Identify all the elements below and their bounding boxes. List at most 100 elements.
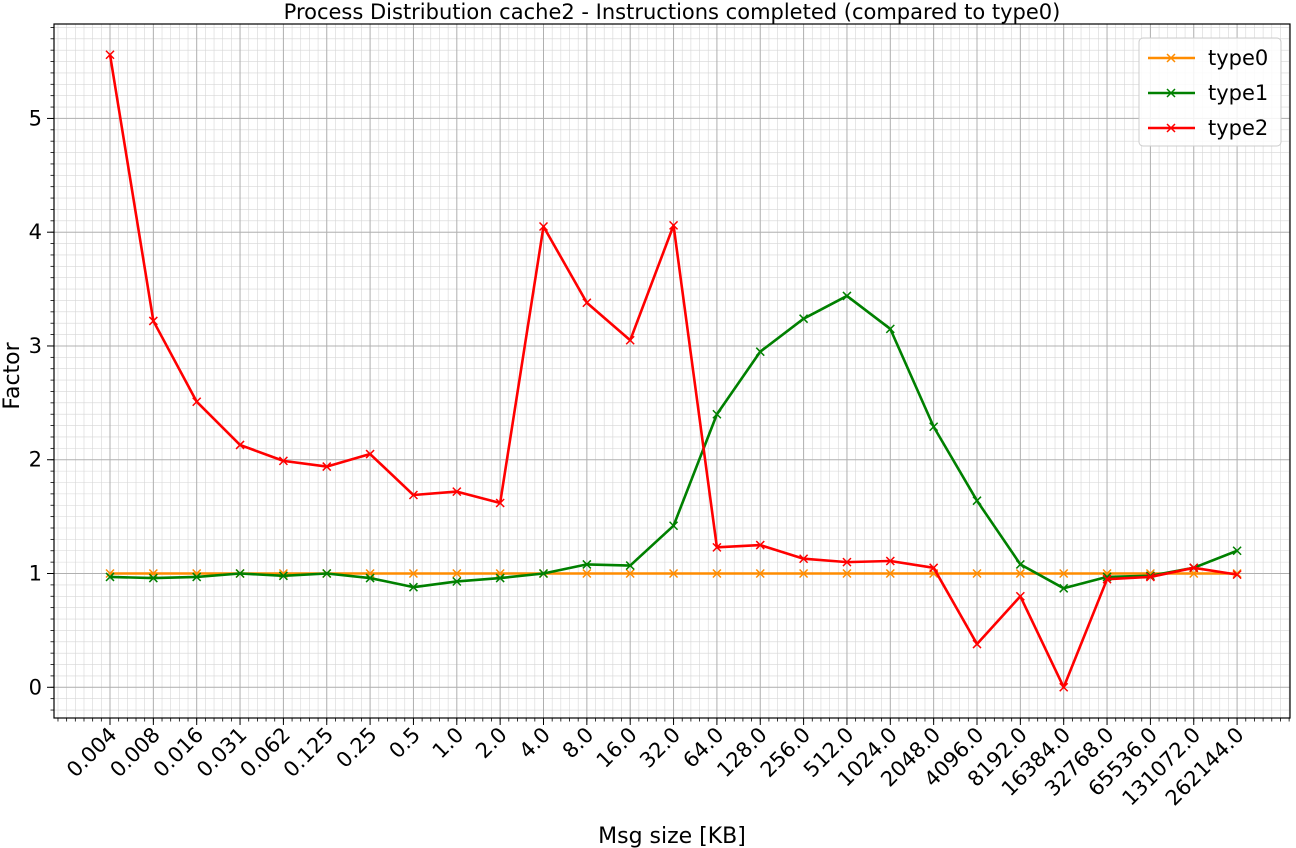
data-point: [1015, 559, 1025, 569]
data-point: [538, 221, 549, 232]
data-point: [148, 573, 158, 583]
data-point: [755, 568, 765, 579]
legend-marker: [1166, 88, 1176, 98]
x-tick-label: 0.25: [332, 723, 382, 773]
data-point: [322, 568, 332, 579]
data-point: [669, 521, 679, 531]
chart-title: Process Distribution cache2 - Instructio…: [284, 0, 1061, 24]
x-tick-label: 2.0: [471, 723, 512, 764]
legend-item-type0: type0: [1148, 46, 1268, 70]
y-tick-label: 2: [29, 448, 42, 472]
minor-grid: [54, 24, 1290, 718]
data-point: [885, 324, 895, 334]
legend-box: [1138, 37, 1282, 147]
x-axis-label: Msg size [KB]: [598, 824, 746, 848]
data-point: [1059, 682, 1069, 692]
data-point: [712, 568, 722, 579]
data-point: [885, 556, 895, 566]
data-point: [885, 568, 895, 579]
legend-marker: [1166, 123, 1176, 133]
data-point: [625, 335, 635, 345]
x-tick-label: 32.0: [635, 723, 685, 773]
data-point: [192, 397, 202, 407]
data-point: [1015, 568, 1025, 579]
data-point: [972, 496, 982, 506]
series-layer: [105, 50, 1242, 692]
legend: type0 type1 type2: [1138, 37, 1282, 147]
data-point: [972, 639, 982, 649]
series-type2: [105, 50, 1242, 692]
data-point: [799, 554, 809, 564]
data-point: [712, 409, 722, 419]
data-point: [842, 568, 852, 579]
data-point: [235, 568, 245, 579]
y-tick-label: 0: [29, 675, 42, 699]
data-point: [799, 314, 809, 324]
data-point: [452, 487, 462, 497]
x-tick-label: 0.125: [279, 723, 338, 782]
data-point: [625, 561, 635, 571]
data-point: [322, 462, 332, 472]
data-point: [192, 572, 202, 582]
plot-area: [53, 23, 1291, 719]
data-point: [669, 220, 679, 230]
data-point: [669, 568, 679, 579]
data-point: [582, 298, 592, 308]
data-point: [408, 490, 418, 500]
data-point: [148, 316, 158, 326]
legend-marker: [1166, 53, 1176, 63]
data-point: [972, 568, 982, 579]
legend-label: type1: [1208, 81, 1268, 105]
data-point: [1015, 591, 1025, 601]
y-tick-label: 5: [29, 106, 42, 130]
data-point: [1102, 574, 1112, 584]
x-tick-label: 0.5: [384, 723, 425, 764]
data-point: [929, 422, 939, 432]
legend-item-type1: type1: [1148, 81, 1268, 105]
data-point: [495, 573, 505, 583]
data-point: [799, 568, 809, 579]
data-point: [1189, 563, 1199, 573]
data-point: [365, 449, 375, 459]
series-type1: [105, 291, 1242, 593]
data-point: [755, 540, 765, 550]
y-tick-label: 4: [29, 220, 42, 244]
data-point: [538, 568, 549, 579]
data-point: [235, 440, 245, 450]
major-grid: [54, 24, 1290, 718]
data-point: [105, 572, 115, 582]
data-point: [1232, 546, 1242, 556]
data-point: [452, 568, 462, 579]
x-tick-label: 1.0: [428, 723, 469, 764]
data-point: [495, 498, 505, 508]
data-point: [842, 291, 852, 301]
data-point: [1145, 572, 1155, 582]
data-point: [755, 347, 765, 357]
data-point: [625, 568, 635, 579]
data-point: [842, 557, 852, 567]
legend-item-type2: type2: [1148, 116, 1268, 140]
data-point: [582, 568, 592, 579]
data-point: [408, 582, 418, 592]
x-tick-label: 4.0: [514, 723, 555, 764]
data-point: [278, 571, 288, 581]
legend-label: type2: [1208, 116, 1268, 140]
data-point: [1059, 583, 1069, 593]
y-axis-label: Factor: [0, 341, 25, 409]
data-point: [1059, 568, 1069, 579]
legend-label: type0: [1208, 46, 1268, 70]
x-tick-label: 16.0: [592, 723, 642, 773]
data-point: [452, 576, 462, 587]
data-point: [712, 542, 722, 552]
data-point: [408, 568, 418, 579]
data-point: [278, 456, 288, 466]
data-point: [582, 559, 592, 569]
data-point: [105, 50, 115, 60]
data-point: [1232, 570, 1242, 580]
y-tick-label: 3: [29, 334, 42, 358]
y-tick-label: 1: [29, 562, 42, 586]
data-point: [365, 573, 375, 583]
data-point: [929, 563, 939, 573]
